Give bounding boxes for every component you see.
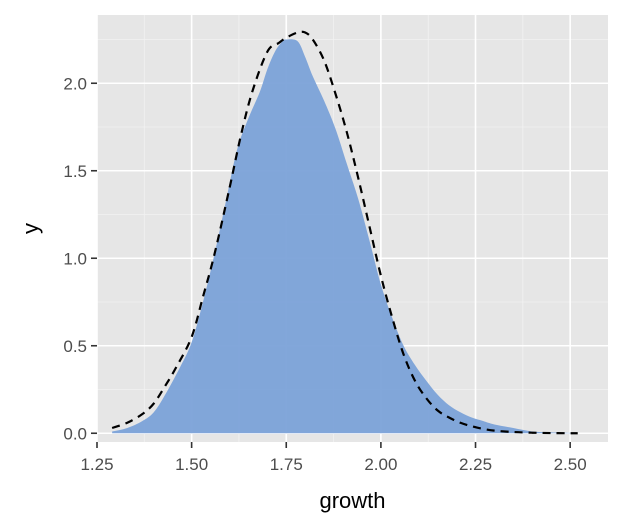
- x-tick-label: 2.00: [364, 455, 397, 474]
- major-gridlines: [96, 15, 608, 442]
- density-area: [112, 39, 578, 434]
- y-axis-title: y: [18, 223, 43, 234]
- y-tick-label: 0.5: [63, 337, 87, 356]
- y-tick-label: 0.0: [63, 424, 87, 443]
- y-tick-label: 1.0: [63, 249, 87, 268]
- x-tick-label: 1.50: [175, 455, 208, 474]
- x-tick-label: 1.25: [80, 455, 113, 474]
- series-layer: [111, 30, 578, 435]
- y-tick-label: 2.0: [63, 74, 87, 93]
- normal-curve-dashed-line: [111, 30, 578, 435]
- y-axis: 0.0 0.5 1.0 1.5 2.0: [63, 74, 97, 443]
- x-axis-title: growth: [319, 488, 385, 513]
- y-tick-label: 1.5: [63, 162, 87, 181]
- x-axis: 1.25 1.50 1.75 2.00 2.25 2.50: [80, 442, 587, 474]
- x-tick-label: 1.75: [270, 455, 303, 474]
- x-tick-label: 2.25: [459, 455, 492, 474]
- x-tick-label: 2.50: [554, 455, 587, 474]
